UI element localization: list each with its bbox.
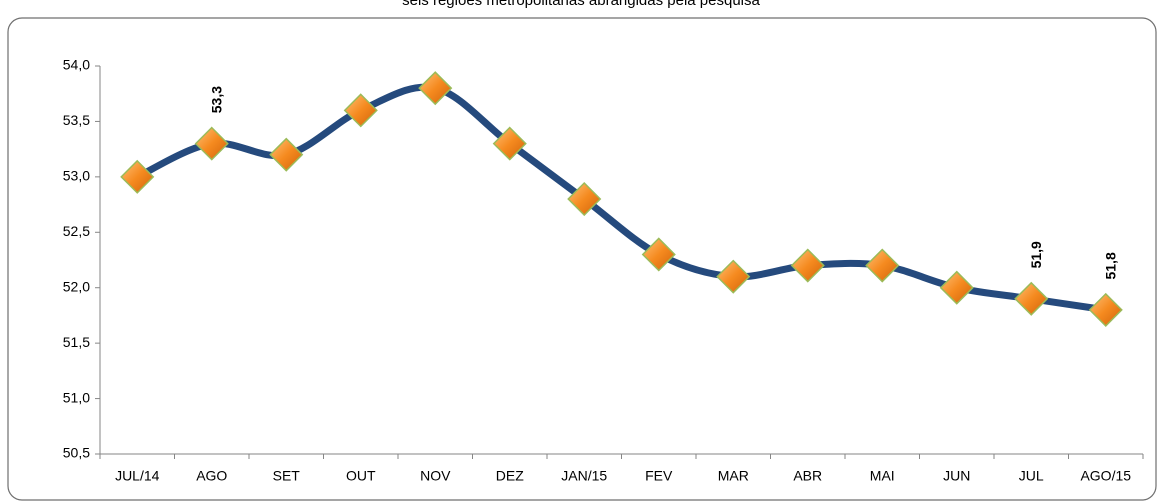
y-tick-label: 54,0 <box>63 57 90 73</box>
x-tick-label: JUL/14 <box>115 468 160 484</box>
marker <box>865 248 900 283</box>
x-tick-label: AGO/15 <box>1080 468 1131 484</box>
chart-title: seis regiões metropolitanas abrangidas p… <box>402 0 760 9</box>
x-tick-label: MAR <box>718 468 749 484</box>
y-tick-label: 52,5 <box>63 223 90 239</box>
marker <box>1088 292 1123 327</box>
marker <box>567 181 602 217</box>
x-tick-label: FEV <box>645 468 673 484</box>
x-tick-label: SET <box>273 468 301 484</box>
marker <box>641 237 676 272</box>
x-tick-label: MAI <box>870 468 895 484</box>
x-tick-label: OUT <box>346 468 376 484</box>
marker <box>194 126 229 161</box>
x-tick-label: JAN/15 <box>561 468 607 484</box>
data-label: 53,3 <box>208 86 224 113</box>
y-tick-label: 53,5 <box>63 112 90 128</box>
marker <box>716 259 751 294</box>
marker <box>492 126 527 161</box>
x-tick-label: ABR <box>793 468 822 484</box>
marker <box>269 137 304 172</box>
y-tick-label: 51,5 <box>63 334 90 350</box>
marker <box>343 93 378 128</box>
x-tick-label: JUN <box>943 468 970 484</box>
marker <box>939 270 974 305</box>
x-tick-label: JUL <box>1019 468 1044 484</box>
y-tick-label: 50,5 <box>63 445 90 461</box>
marker <box>790 248 825 283</box>
marker <box>120 159 155 194</box>
x-tick-label: AGO <box>196 468 227 484</box>
x-tick-label: NOV <box>420 468 451 484</box>
y-tick-label: 51,0 <box>63 389 90 405</box>
marker <box>1014 281 1049 316</box>
data-label: 51,8 <box>1102 252 1118 279</box>
data-label: 51,9 <box>1028 241 1044 268</box>
x-tick-label: DEZ <box>496 468 524 484</box>
marker <box>418 71 453 106</box>
y-tick-label: 52,0 <box>63 278 90 294</box>
chart-frame <box>7 17 1157 501</box>
top-strip <box>0 0 1162 8</box>
y-tick-label: 53,0 <box>63 168 90 184</box>
